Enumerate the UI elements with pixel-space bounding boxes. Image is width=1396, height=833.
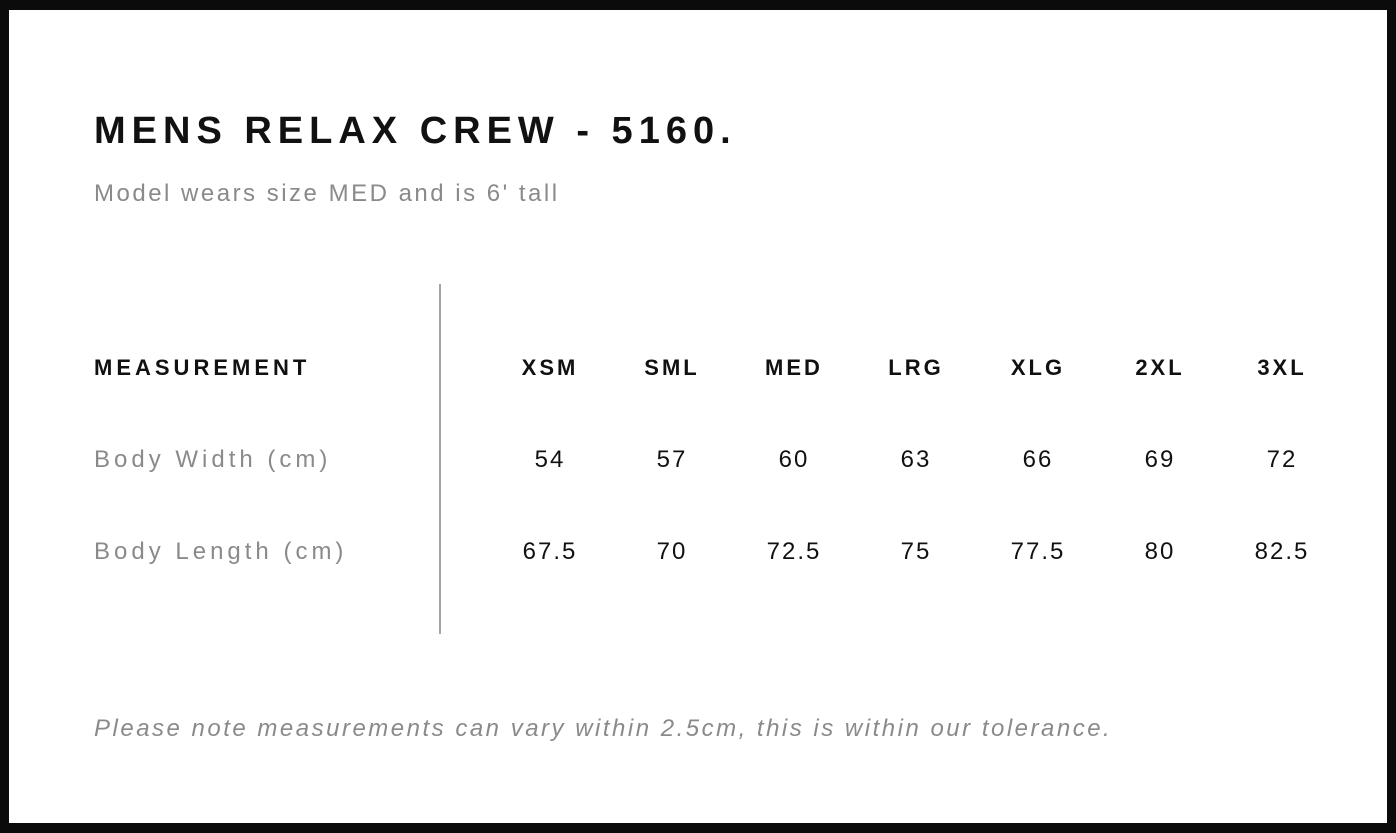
size-column-header-xlg: XLG xyxy=(1010,355,1066,380)
size-column-header-med: MED xyxy=(765,355,823,380)
body-width-value-xsm: 54 xyxy=(534,446,566,473)
size-column-header-lrg: LRG xyxy=(888,355,944,380)
measurement-column-header: MEASUREMENT xyxy=(94,355,311,380)
table-divider-line xyxy=(439,284,441,634)
model-size-note: Model wears size MED and is 6' tall xyxy=(94,180,560,207)
body-width-value-med: 60 xyxy=(778,446,810,473)
size-column-header-3xl: 3XL xyxy=(1257,355,1307,380)
row-label-body-width: Body Width (cm) xyxy=(94,446,332,473)
body-width-value-3xl: 72 xyxy=(1266,446,1298,473)
body-length-value-xlg: 77.5 xyxy=(1010,538,1066,565)
body-length-value-lrg: 75 xyxy=(900,538,932,565)
body-width-value-sml: 57 xyxy=(656,446,688,473)
body-length-value-sml: 70 xyxy=(656,538,688,565)
size-column-header-2xl: 2XL xyxy=(1135,355,1185,380)
body-length-value-3xl: 82.5 xyxy=(1254,538,1310,565)
row-label-body-length: Body Length (cm) xyxy=(94,538,348,565)
body-width-value-xlg: 66 xyxy=(1022,446,1054,473)
body-length-value-med: 72.5 xyxy=(766,538,822,565)
tolerance-note: Please note measurements can vary within… xyxy=(94,715,1113,742)
size-chart-header-row: MEASUREMENT XSM SML MED LRG XLG 2XL 3XL xyxy=(94,322,1343,414)
size-chart-table: MEASUREMENT XSM SML MED LRG XLG 2XL 3XL … xyxy=(94,322,1343,598)
table-row-body-width: Body Width (cm) 54 57 60 63 66 69 72 xyxy=(94,414,1343,506)
body-width-value-2xl: 69 xyxy=(1144,446,1176,473)
page-title: MENS RELAX CREW - 5160. xyxy=(94,110,737,152)
size-column-header-sml: SML xyxy=(644,355,700,380)
body-length-value-xsm: 67.5 xyxy=(522,538,578,565)
size-column-header-xsm: XSM xyxy=(521,355,579,380)
table-row-body-length: Body Length (cm) 67.5 70 72.5 75 77.5 80… xyxy=(94,506,1343,598)
body-width-value-lrg: 63 xyxy=(900,446,932,473)
body-length-value-2xl: 80 xyxy=(1144,538,1176,565)
